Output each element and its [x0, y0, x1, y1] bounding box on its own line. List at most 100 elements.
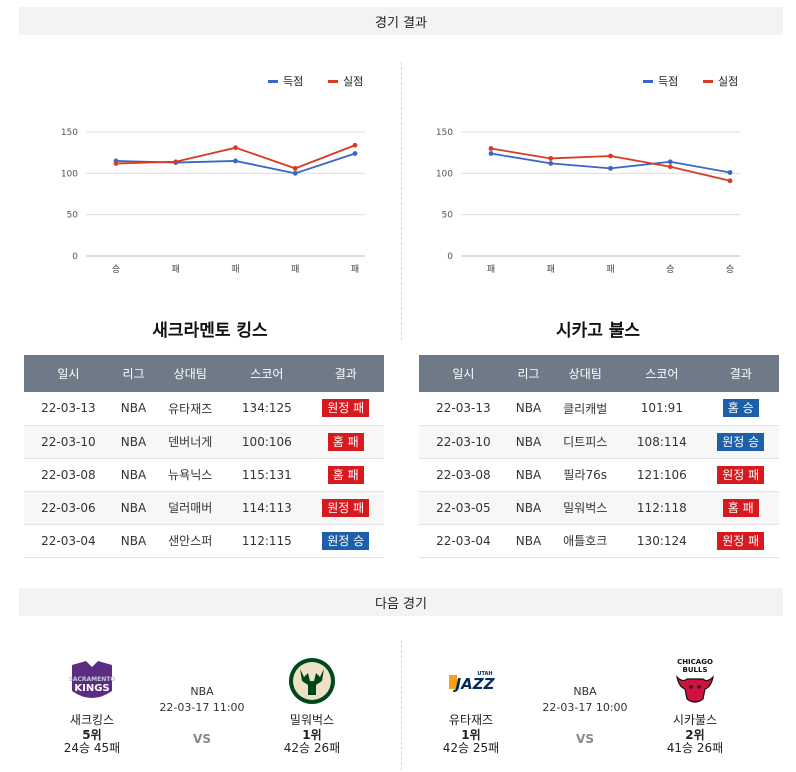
line-chart-svg: 0 50 100 150 패 패 패 승 승 득점 실점 [436, 75, 740, 275]
cell-score: 121:106 [621, 458, 703, 492]
result-badge: 홈 패 [722, 498, 759, 517]
legend-label-scored: 득점 [283, 75, 303, 88]
data-point-scored [488, 151, 494, 156]
away-team-record: 42승 26패 [283, 741, 341, 755]
data-point-conceded [352, 142, 358, 148]
x-tick-label: 승 [666, 264, 674, 275]
home-team-rank: 1위 [461, 728, 481, 742]
x-tick-label: 패 [547, 264, 555, 275]
result-badge: 원정 패 [717, 531, 765, 550]
svg-text:BULLS: BULLS [683, 666, 708, 674]
data-point-conceded [488, 146, 494, 151]
legend-label-conceded: 실점 [343, 75, 363, 88]
left-team-chart: 0 50 100 150 승 패 패 패 패 득점 실점 [60, 60, 400, 280]
cell-score: 115:131 [226, 458, 308, 492]
legend-label-conceded: 실점 [718, 75, 738, 88]
table-row: 22-03-10 NBA 디트피스 108:114 원정 승 [419, 425, 779, 459]
cell-opponent: 샌안스퍼 [154, 524, 227, 558]
cell-league: NBA [112, 491, 155, 525]
away-team-rank: 1위 [302, 728, 322, 742]
data-point-scored [233, 158, 238, 164]
series-line-scored [115, 152, 356, 175]
cell-score: 134:125 [226, 392, 308, 426]
table-row: 22-03-08 NBA 뉴욕닉스 115:131 홈 패 [24, 458, 384, 492]
data-point-conceded [233, 145, 238, 151]
y-tick-label: 50 [442, 211, 454, 221]
data-point-conceded [113, 161, 119, 166]
x-tick-label: 패 [487, 264, 495, 275]
results-section-header: 경기 결과 [19, 7, 783, 35]
vs-label: VS [193, 732, 211, 746]
table-row: 22-03-10 NBA 덴버너게 100:106 홈 패 [24, 425, 384, 459]
home-team-name: 유타재즈 [448, 713, 494, 727]
away-team-name: 시카불스 [672, 713, 718, 727]
utah-jazz-logo: JAZZ UTAH [445, 655, 497, 707]
data-point-scored [608, 165, 613, 171]
home-team-record: 42승 25패 [442, 741, 500, 755]
data-point-scored [548, 161, 554, 166]
cell-opponent: 디트피스 [549, 425, 622, 459]
table-header-row: 일시 리그 상대팀 스코어 결과 [419, 355, 779, 392]
result-badge: 원정 승 [322, 531, 370, 550]
cell-result: 원정 패 [307, 491, 384, 525]
match-league: NBA [190, 685, 214, 698]
y-tick-label: 150 [436, 128, 453, 138]
svg-text:KINGS: KINGS [74, 683, 109, 694]
cell-opponent: 덴버너게 [154, 425, 227, 459]
data-point-conceded [667, 164, 673, 170]
table-row: 22-03-06 NBA 덜러매버 114:113 원정 패 [24, 491, 384, 525]
cell-score: 112:115 [226, 524, 308, 558]
data-point-scored [292, 170, 298, 176]
header-result: 결과 [307, 355, 384, 392]
column-divider [401, 62, 402, 340]
cell-date: 22-03-06 [24, 491, 113, 525]
svg-text:CHICAGO: CHICAGO [677, 658, 713, 666]
home-team-record: 24승 45패 [63, 741, 121, 755]
cell-result: 홈 패 [307, 425, 384, 459]
table-row: 22-03-13 NBA 유타재즈 134:125 원정 패 [24, 392, 384, 426]
header-result: 결과 [702, 355, 779, 392]
y-tick-label: 100 [436, 169, 453, 179]
cell-league: NBA [507, 458, 550, 492]
cell-opponent: 뉴욕닉스 [154, 458, 227, 492]
legend-label-scored: 득점 [658, 75, 678, 88]
cell-date: 22-03-10 [419, 425, 508, 459]
cell-score: 108:114 [621, 425, 703, 459]
x-tick-label: 승 [726, 264, 734, 275]
x-tick-label: 패 [231, 264, 239, 275]
cell-opponent: 애틀호크 [549, 524, 622, 558]
away-team-rank: 2위 [685, 728, 705, 742]
home-team: JAZZ UTAH 유타재즈 1위 42승 25패 [416, 655, 526, 755]
line-chart-svg: 0 50 100 150 승 패 패 패 패 득점 실점 [61, 75, 365, 275]
table-row: 22-03-08 NBA 필라76s 121:106 원정 패 [419, 458, 779, 492]
legend-swatch-conceded [703, 80, 713, 83]
y-tick-label: 150 [61, 128, 78, 138]
cell-date: 22-03-05 [419, 491, 508, 525]
table-header-row: 일시 리그 상대팀 스코어 결과 [24, 355, 384, 392]
x-tick-label: 승 [112, 264, 120, 275]
cell-result: 원정 승 [307, 524, 384, 558]
cell-score: 112:118 [621, 491, 703, 525]
match-league: NBA [573, 685, 597, 698]
y-tick-label: 0 [72, 252, 78, 262]
x-tick-label: 패 [351, 264, 359, 275]
home-team-name: 새크킹스 [69, 713, 115, 727]
cell-opponent: 필라76s [549, 458, 622, 492]
cell-score: 130:124 [621, 524, 703, 558]
data-point-conceded [173, 159, 179, 165]
header-league: 리그 [112, 355, 155, 392]
y-tick-label: 100 [61, 169, 78, 179]
svg-text:JAZZ: JAZZ [453, 675, 496, 693]
cell-result: 원정 승 [702, 425, 779, 459]
y-tick-label: 0 [447, 252, 453, 262]
cell-league: NBA [112, 425, 155, 459]
cell-result: 홈 패 [307, 458, 384, 492]
cell-league: NBA [112, 458, 155, 492]
results-section-title: 경기 결과 [375, 15, 427, 31]
result-badge: 원정 패 [322, 399, 370, 418]
match-datetime: 22-03-17 10:00 [542, 701, 628, 714]
cell-opponent: 덜러매버 [154, 491, 227, 525]
table-row: 22-03-04 NBA 애틀호크 130:124 원정 패 [419, 524, 779, 558]
match-info: NBA 22-03-17 11:00 [132, 684, 272, 716]
left-results-table: 일시 리그 상대팀 스코어 결과 22-03-13 NBA 유타재즈 134:125 원… [24, 355, 384, 558]
